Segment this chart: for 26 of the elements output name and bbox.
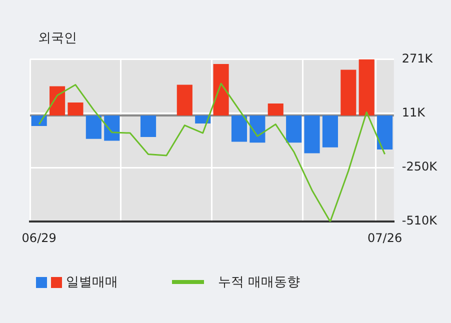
bar: [250, 116, 266, 143]
chart-title: 외국인: [38, 30, 77, 47]
x-tick-label: 06/29: [22, 230, 56, 245]
bar: [286, 116, 302, 143]
y-tick-label: 11K: [402, 105, 426, 120]
bar: [322, 116, 338, 148]
bar: [304, 116, 320, 154]
y-tick-label: 271K: [402, 51, 434, 66]
bar: [50, 86, 66, 116]
bar: [86, 116, 102, 139]
bar: [104, 116, 120, 141]
x-tick-label: 07/26: [368, 230, 402, 245]
bar: [340, 70, 356, 116]
bar: [231, 116, 248, 142]
bar: [358, 59, 374, 116]
legend-label: 일별매매: [66, 274, 118, 291]
bar: [213, 64, 229, 116]
y-tick-label: -250K: [402, 160, 438, 174]
bar: [140, 116, 156, 137]
y-tick-label: -510K: [402, 214, 438, 228]
bar: [176, 84, 192, 116]
bar: [31, 116, 47, 126]
bar: [268, 103, 284, 116]
legend-label: 누적 매매동향: [218, 274, 300, 291]
bar: [68, 102, 84, 116]
bar: [377, 116, 393, 150]
